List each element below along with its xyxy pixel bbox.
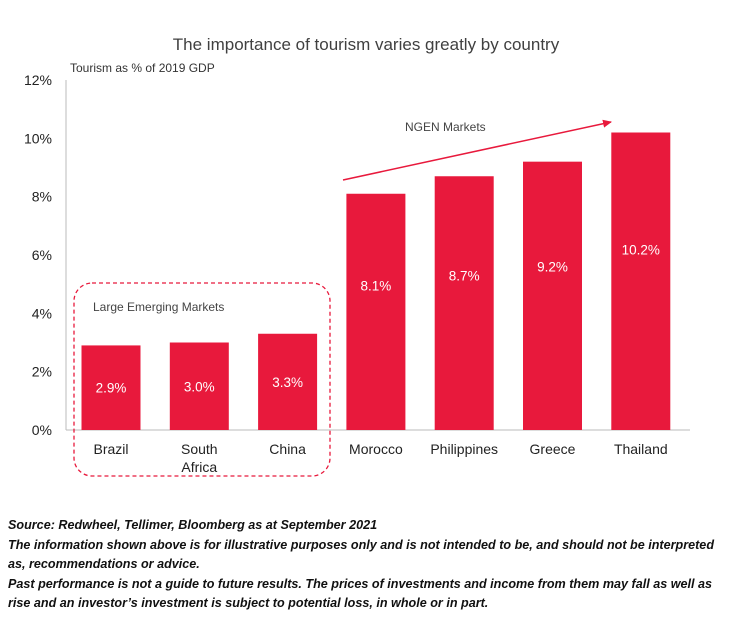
y-tick-label: 0%	[32, 422, 52, 438]
category-label: South Africa	[181, 441, 218, 475]
data-label: 3.0%	[184, 379, 215, 394]
data-label: 3.3%	[272, 375, 303, 390]
bar	[434, 176, 494, 430]
category-label: Brazil	[93, 441, 128, 457]
data-label: 9.2%	[537, 260, 568, 275]
y-tick-label: 6%	[32, 247, 52, 263]
y-tick-label: 4%	[32, 305, 52, 321]
bar	[523, 161, 582, 430]
category-label: Thailand	[614, 441, 668, 457]
data-label: 10.2%	[622, 242, 660, 257]
data-label: 2.9%	[96, 381, 127, 396]
bar	[169, 342, 229, 430]
ngen-trend-arrow	[342, 119, 612, 181]
disclaimer-illustrative: The information shown above is for illus…	[8, 537, 715, 572]
footnotes: Source: Redwheel, Tellimer, Bloomberg as…	[8, 516, 726, 614]
bar	[81, 345, 141, 430]
bar-chart: The importance of tourism varies greatly…	[24, 35, 690, 477]
bar	[611, 132, 671, 430]
chart-title: The importance of tourism varies greatly…	[173, 35, 560, 54]
y-tick-label: 10%	[24, 130, 52, 146]
category-label: Greece	[530, 441, 576, 457]
large-emerging-markets-box	[73, 282, 331, 477]
y-tick-label: 12%	[24, 72, 52, 88]
data-label: 8.7%	[449, 268, 480, 283]
category-label: China	[269, 441, 306, 457]
bar	[258, 333, 318, 430]
y-axis-label: Tourism as % of 2019 GDP	[70, 61, 215, 75]
category-label: Philippines	[430, 441, 498, 457]
arrow-label: NGEN Markets	[405, 120, 486, 134]
data-label: 8.1%	[361, 279, 392, 294]
y-tick-label: 2%	[32, 364, 52, 380]
source-note: Source: Redwheel, Tellimer, Bloomberg as…	[8, 518, 378, 532]
disclaimer-past-performance: Past performance is not a guide to futur…	[8, 576, 713, 611]
bar	[346, 193, 406, 430]
category-label: Morocco	[349, 441, 403, 457]
group-box-label: Large Emerging Markets	[93, 300, 224, 314]
y-tick-label: 8%	[32, 189, 52, 205]
